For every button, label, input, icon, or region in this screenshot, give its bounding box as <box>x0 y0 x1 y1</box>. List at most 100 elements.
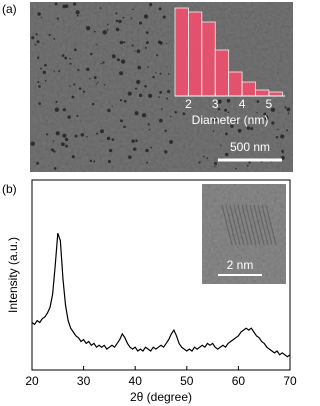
x-tick-label: 30 <box>77 374 91 388</box>
particle <box>235 120 238 123</box>
particle <box>166 97 169 100</box>
xrd-line <box>31 233 291 358</box>
particle <box>102 30 107 35</box>
particle <box>73 2 77 6</box>
x-tick-label: 5 <box>266 97 273 111</box>
particle <box>137 65 142 70</box>
particle <box>115 12 118 15</box>
particle <box>284 106 287 109</box>
bar <box>241 81 256 97</box>
x-tick-label: 60 <box>232 374 246 388</box>
x-tick-label: 3 <box>212 97 219 111</box>
particle <box>64 56 68 60</box>
particle <box>36 161 40 165</box>
particle <box>99 7 102 9</box>
x-tick-label: 50 <box>180 374 194 388</box>
lattice-fringe <box>261 204 273 246</box>
particle <box>62 108 67 112</box>
particle <box>56 17 59 20</box>
y-axis-label: Intensity (a.u.) <box>6 237 20 313</box>
scale-bar-label: 500 nm <box>230 140 270 154</box>
particle <box>150 146 153 149</box>
particle <box>217 107 221 111</box>
particle <box>233 118 235 120</box>
particle <box>127 91 132 96</box>
particle <box>115 19 119 23</box>
particle <box>174 111 177 114</box>
particle <box>116 58 120 62</box>
particle <box>225 132 228 136</box>
particle <box>93 30 96 33</box>
particle <box>164 129 167 132</box>
particle <box>217 99 222 104</box>
particle <box>158 96 160 98</box>
particle <box>159 72 162 75</box>
particle <box>167 73 170 75</box>
particle <box>166 89 171 94</box>
particle <box>159 90 163 94</box>
scale-bar-label: 2 nm <box>227 258 254 272</box>
particle <box>69 85 71 87</box>
bar <box>228 71 243 97</box>
particle <box>41 16 43 19</box>
lattice-fringe <box>253 204 265 246</box>
particle <box>75 10 80 15</box>
particle <box>138 93 143 98</box>
particle <box>214 165 216 168</box>
particle <box>214 162 218 166</box>
particle <box>100 129 104 134</box>
particle <box>136 49 141 54</box>
particle <box>82 90 85 93</box>
lattice-fringe <box>229 204 241 246</box>
particle <box>120 59 126 64</box>
particle <box>115 27 120 32</box>
lattice-fringe <box>257 204 269 246</box>
particle <box>139 21 143 25</box>
particle <box>136 79 141 85</box>
bar <box>268 91 283 97</box>
particle <box>35 33 38 36</box>
particle <box>280 134 285 139</box>
particle <box>53 70 56 72</box>
particle <box>90 52 93 56</box>
particle <box>148 128 151 131</box>
particle <box>250 127 254 131</box>
particle <box>224 152 229 157</box>
particle <box>62 133 67 138</box>
particle <box>156 54 159 57</box>
bar <box>174 7 189 97</box>
particle <box>69 57 71 60</box>
particle <box>159 118 163 123</box>
particle <box>54 2 58 6</box>
lattice-fringe <box>265 204 277 246</box>
particle <box>123 99 127 103</box>
particle <box>38 85 41 88</box>
particle <box>64 137 69 142</box>
particle <box>198 161 201 164</box>
particle <box>141 113 147 118</box>
particle <box>169 115 172 118</box>
particle <box>256 100 260 103</box>
particle <box>85 26 91 31</box>
particle <box>76 14 79 17</box>
xrd-chart: 20 30 40 50 60 70 2θ (degree) Intensity (a.u.) <box>6 179 297 404</box>
particle <box>89 159 93 163</box>
particle <box>149 3 153 7</box>
particle <box>48 33 51 37</box>
particle <box>77 69 80 72</box>
particle <box>76 114 79 117</box>
particle <box>265 102 269 105</box>
particle <box>224 108 228 112</box>
particle <box>277 128 279 131</box>
particle <box>53 167 57 170</box>
particle <box>134 111 139 116</box>
particle <box>134 87 138 90</box>
particle <box>50 148 54 152</box>
particle <box>128 155 132 159</box>
particle <box>122 16 125 19</box>
particle <box>132 147 137 151</box>
particle <box>80 133 85 137</box>
particle <box>89 78 91 80</box>
particle <box>227 111 230 114</box>
particle <box>146 161 148 164</box>
